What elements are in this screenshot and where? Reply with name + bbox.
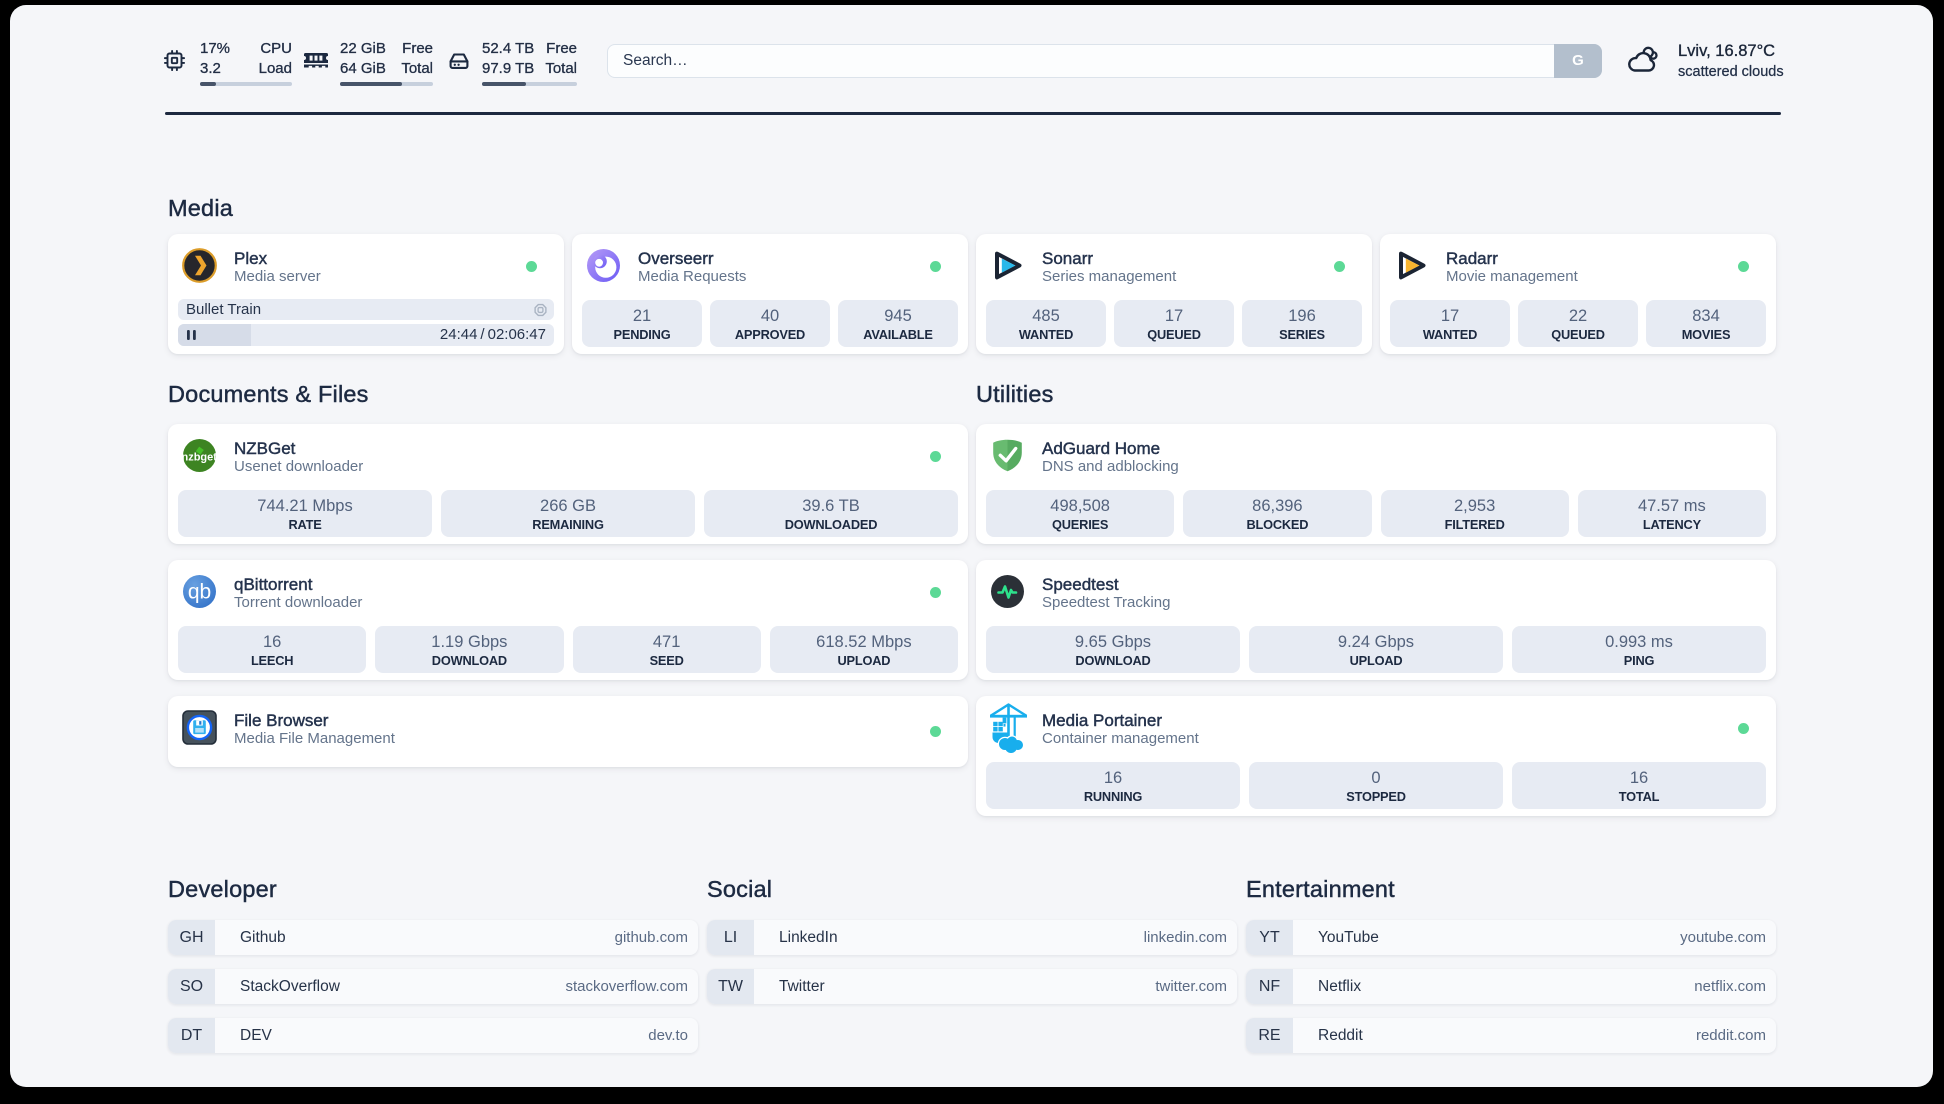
svg-text:qb: qb (188, 581, 211, 604)
svg-text:nzbget: nzbget (182, 451, 217, 463)
